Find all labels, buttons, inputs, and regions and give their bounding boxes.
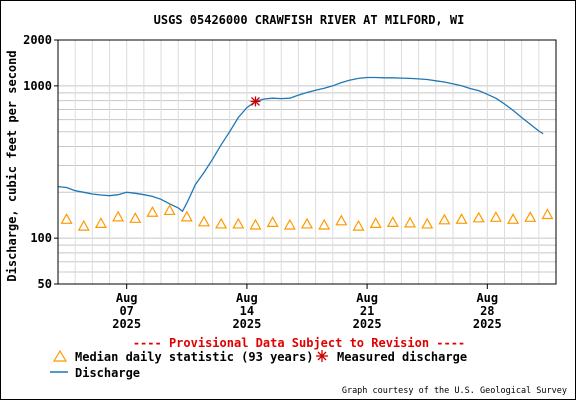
usgs-credit: Graph courtesy of the U.S. Geological Su… [342, 386, 567, 396]
median-triangle-point [232, 217, 245, 229]
median-triangle-point [300, 217, 314, 229]
x-tick-label: 2025 [473, 317, 502, 331]
x-tick-label: Aug [116, 291, 138, 305]
median-triangle-point [77, 219, 90, 231]
chart-title: USGS 05426000 CRAWFISH RIVER AT MILFORD,… [154, 13, 465, 27]
legend-asterisk-icon [316, 350, 328, 362]
median-triangle-point [197, 215, 210, 227]
median-triangle-point [507, 213, 520, 224]
median-triangle-point [404, 216, 417, 228]
x-tick-label: 2025 [353, 317, 382, 331]
median-triangle-point [112, 210, 125, 222]
x-tick-label: 07 [119, 304, 133, 318]
median-triangle-point [524, 211, 537, 222]
median-triangle-point [318, 218, 331, 230]
legend-item-discharge: Discharge [50, 366, 140, 380]
median-triangle-point [146, 205, 159, 217]
provisional-note: ---- Provisional Data Subject to Revisio… [133, 336, 465, 350]
median-triangle-point [369, 217, 382, 228]
median-triangle-point [163, 204, 176, 216]
median-triangle-point [215, 217, 228, 229]
legend-item-measured: Measured discharge [316, 350, 467, 364]
x-tick-label: 14 [240, 304, 254, 318]
median-triangle-point [541, 208, 554, 220]
median-triangle-point [180, 210, 193, 222]
y-tick-label: 1000 [23, 79, 52, 93]
y-axis-ticks: 50 100 1000 2000 [23, 33, 58, 291]
legend-item-median: Median daily statistic (93 years) [52, 349, 313, 364]
x-tick-label: 2025 [232, 317, 261, 331]
median-triangle-point [421, 217, 434, 229]
plot-area-border [57, 39, 557, 285]
legend-label-median: Median daily statistic (93 years) [75, 350, 313, 364]
x-tick-label: Aug [356, 291, 378, 305]
median-triangle-point [335, 214, 348, 226]
median-triangle-point [266, 216, 279, 227]
measured-discharge-point [250, 96, 261, 107]
median-triangle-point [283, 218, 296, 230]
median-triangle-point [386, 216, 399, 227]
legend: Median daily statistic (93 years) Measur… [50, 349, 467, 380]
legend-label-discharge: Discharge [75, 366, 140, 380]
x-tick-label: 2025 [112, 317, 141, 331]
y-tick-label: 2000 [23, 33, 52, 47]
x-tick-label: Aug [236, 291, 258, 305]
x-tick-label: Aug [476, 291, 498, 305]
y-tick-label: 50 [38, 277, 52, 291]
median-triangle-point [455, 213, 468, 224]
median-triangle-point [94, 217, 107, 228]
discharge-line [57, 76, 544, 213]
legend-triangle-icon [52, 349, 68, 362]
grid-lines [57, 39, 557, 285]
x-tick-label: 21 [360, 304, 374, 318]
median-triangle-point [438, 213, 451, 225]
median-triangle-point [129, 212, 142, 223]
median-triangle-point [489, 211, 502, 222]
median-triangle-point [352, 219, 365, 231]
y-axis-label: Discharge, cubic feet per second [5, 50, 19, 281]
y-tick-label: 100 [30, 231, 52, 245]
median-triangle-point [472, 211, 485, 223]
median-triangle-point [249, 218, 262, 230]
median-triangle-point [60, 213, 73, 224]
legend-label-measured: Measured discharge [337, 350, 467, 364]
x-tick-label: 28 [480, 304, 494, 318]
series-layer [57, 76, 554, 231]
